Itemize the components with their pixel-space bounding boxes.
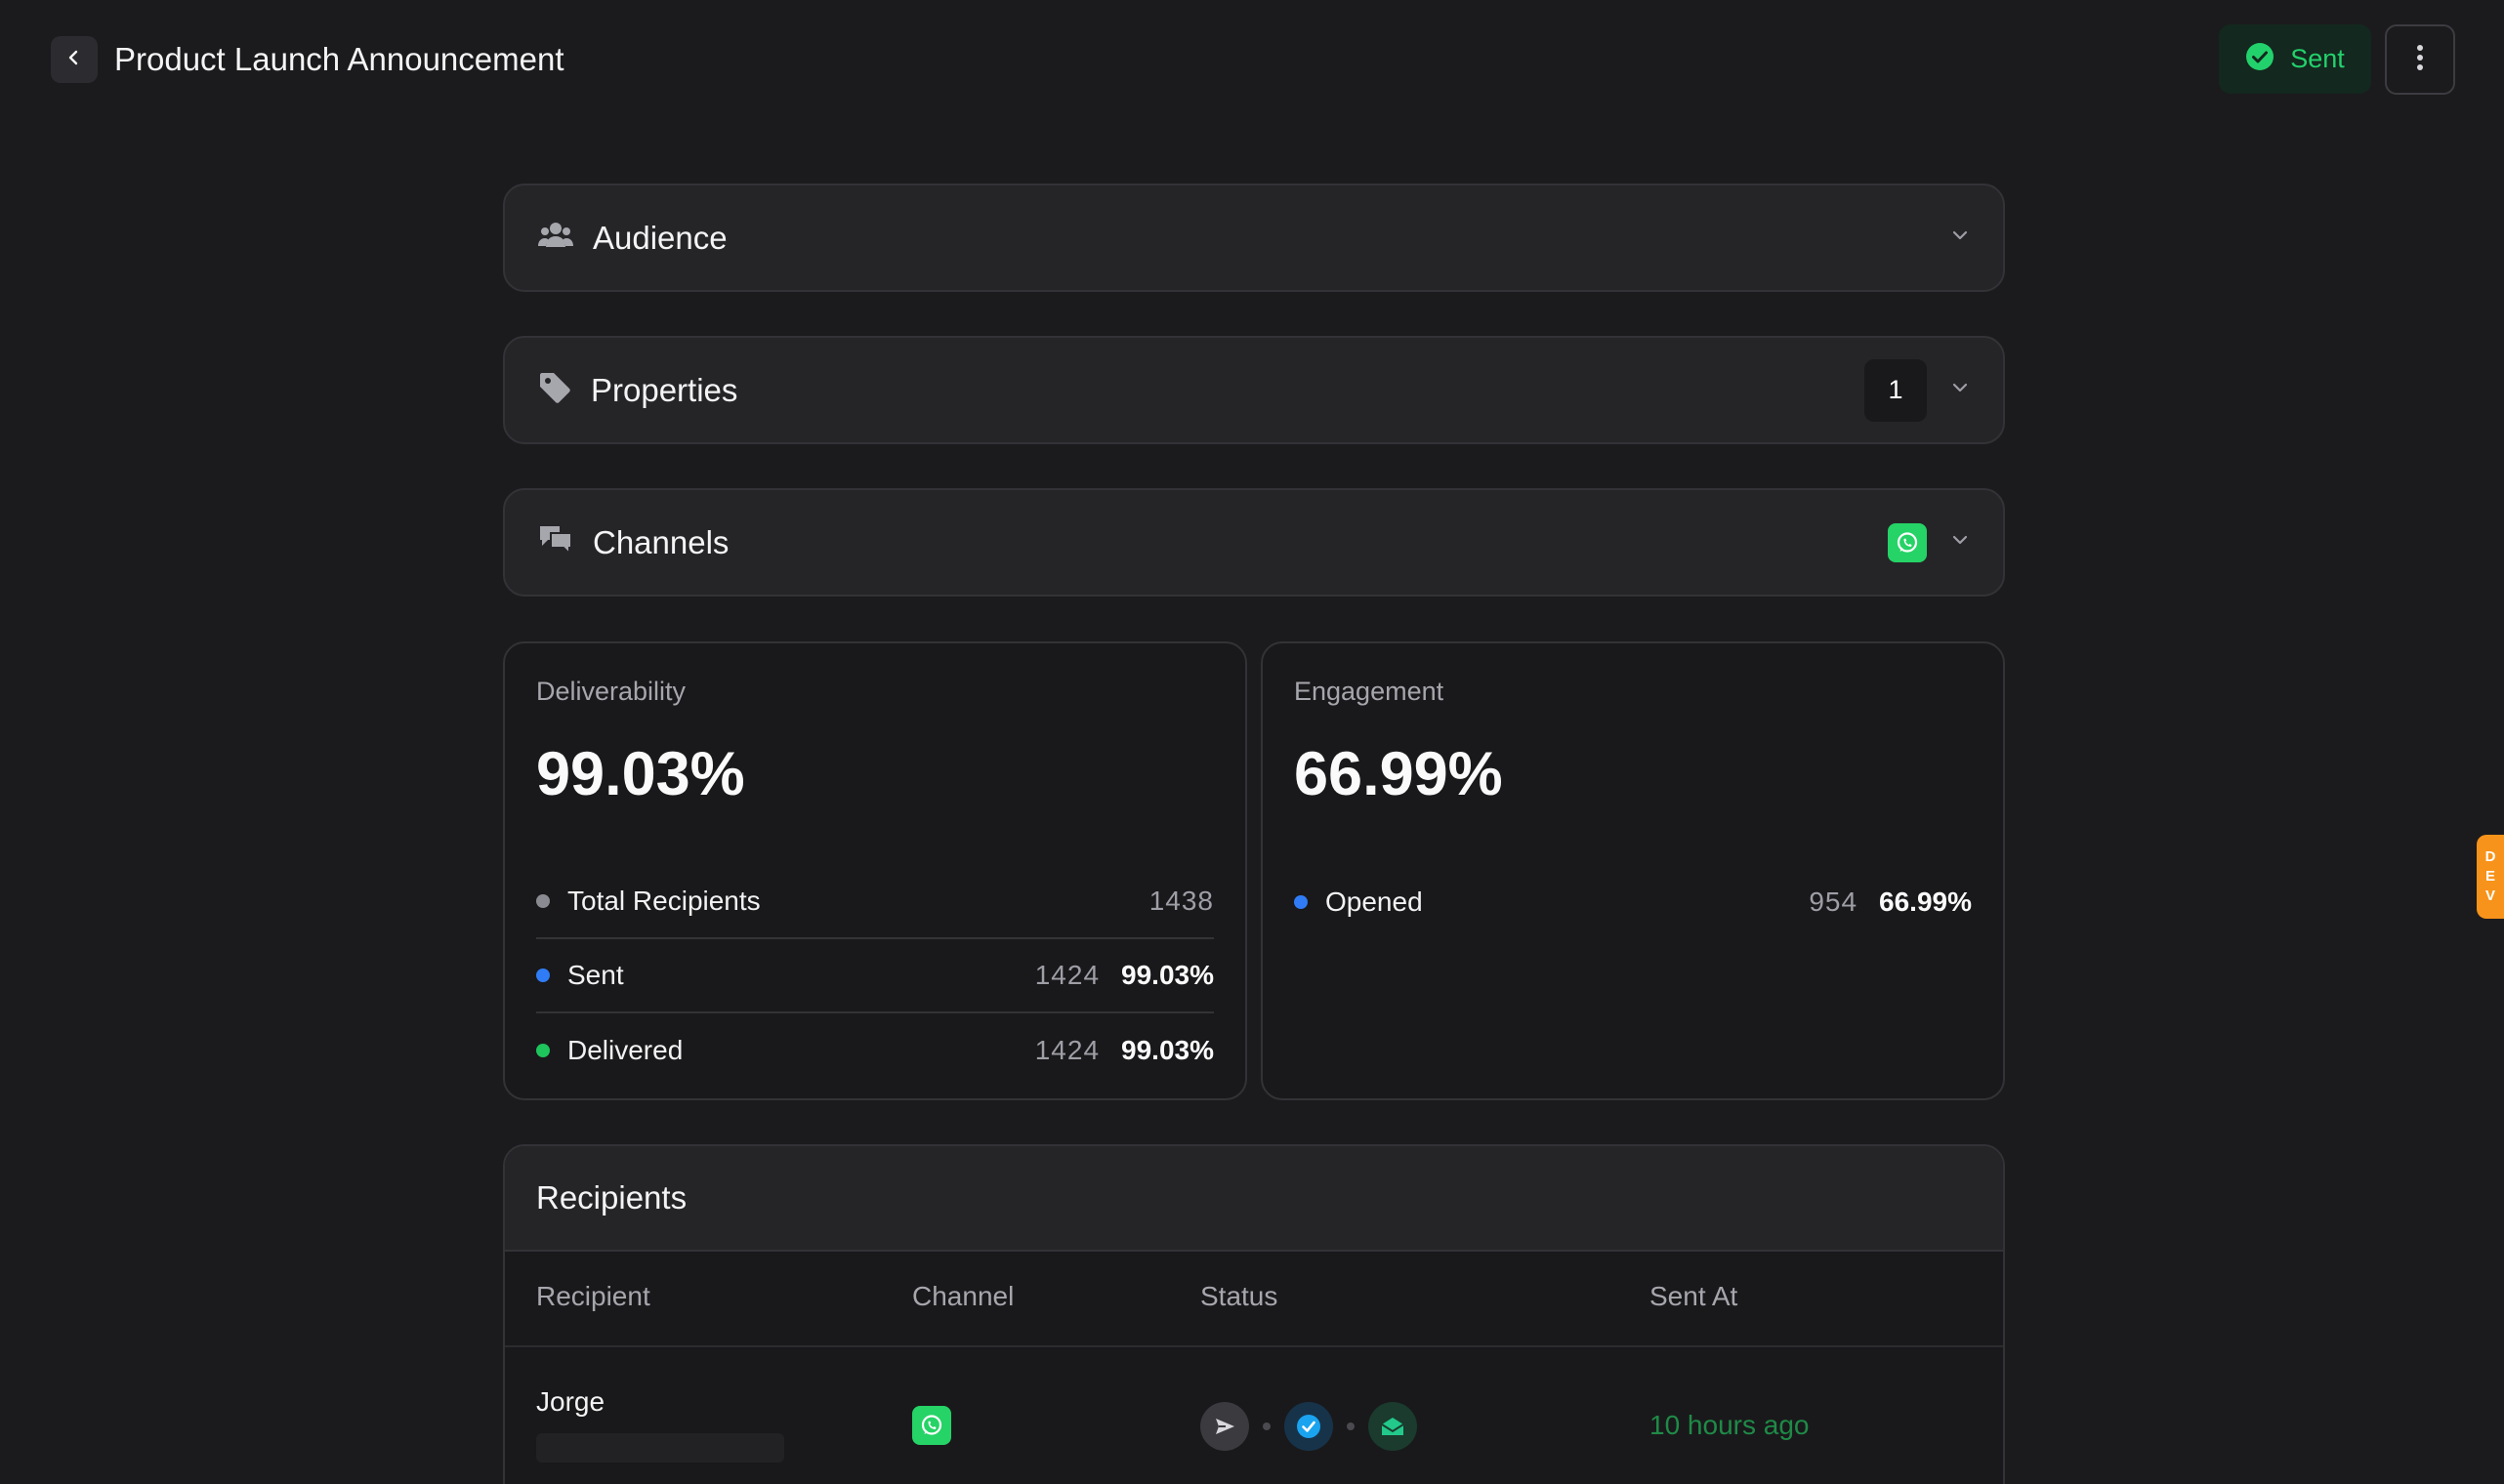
dev-tools-tab[interactable]: D E V <box>2477 835 2504 919</box>
blue-dot-icon <box>536 969 550 982</box>
column-header-recipient[interactable]: Recipient <box>536 1281 650 1311</box>
dev-letter: D <box>2484 848 2496 865</box>
stat-label: Opened <box>1325 886 1423 917</box>
status-timeline <box>1200 1402 1417 1451</box>
whatsapp-icon <box>1888 522 1927 562</box>
status-label: Sent <box>2290 44 2345 73</box>
page-title: Product Launch Announcement <box>114 41 564 77</box>
back-button[interactable] <box>51 36 98 83</box>
stat-row-total-recipients: Total Recipients 1438 <box>536 865 1214 939</box>
status-badge: Sent <box>2219 24 2371 94</box>
channels-section[interactable]: Channels <box>503 488 2005 597</box>
green-dot-icon <box>536 1044 550 1057</box>
chevron-down-icon[interactable] <box>1950 226 1970 250</box>
status-separator <box>1263 1422 1271 1430</box>
sent-at-time: 10 hours ago <box>1649 1410 1810 1440</box>
column-header-sent-at[interactable]: Sent At <box>1649 1281 1738 1311</box>
properties-count-badge: 1 <box>1864 358 1927 422</box>
stat-count: 1424 <box>1034 1035 1101 1065</box>
dev-letter: V <box>2484 887 2495 904</box>
deliverability-value: 99.03% <box>536 740 745 808</box>
stat-percent: 99.03% <box>1121 1035 1214 1065</box>
stat-row-delivered: Delivered 1424 99.03% <box>536 1013 1214 1088</box>
properties-section[interactable]: Properties 1 <box>503 336 2005 444</box>
chevron-left-icon <box>64 48 84 72</box>
chat-bubbles-icon <box>538 524 573 560</box>
recipients-title: Recipients <box>536 1179 688 1216</box>
stat-count: 1438 <box>1148 886 1214 916</box>
stat-count: 1424 <box>1034 960 1101 990</box>
section-label: Channels <box>593 523 730 560</box>
stat-row-sent: Sent 1424 99.03% <box>536 939 1214 1013</box>
stat-label: Sent <box>567 960 624 990</box>
top-bar: Product Launch Announcement Sent <box>0 0 2504 119</box>
engagement-value: 66.99% <box>1294 740 1503 808</box>
whatsapp-icon <box>912 1406 951 1445</box>
section-label: Properties <box>591 371 738 408</box>
stat-row-opened: Opened 954 66.99% <box>1294 865 1972 939</box>
card-title: Engagement <box>1294 677 1444 706</box>
column-header-status[interactable]: Status <box>1200 1281 1278 1311</box>
stat-percent: 99.03% <box>1121 960 1214 990</box>
status-separator <box>1347 1422 1355 1430</box>
card-title: Deliverability <box>536 677 687 706</box>
deliverability-card: Deliverability 99.03% Total Recipients 1… <box>503 641 1247 1100</box>
users-icon <box>538 221 573 255</box>
recipient-name: Jorge <box>536 1386 605 1417</box>
more-vertical-icon <box>2416 44 2424 76</box>
stat-label: Delivered <box>567 1035 684 1065</box>
sent-icon <box>1200 1402 1249 1451</box>
engagement-card: Engagement 66.99% Opened 954 66.99% <box>1261 641 2005 1100</box>
more-options-button[interactable] <box>2385 24 2455 95</box>
blue-dot-icon <box>1294 895 1308 909</box>
recipients-table: Recipients Recipient Channel Status Sent… <box>503 1144 2005 1484</box>
stat-count: 954 <box>1809 886 1858 917</box>
section-label: Audience <box>593 219 728 256</box>
dev-letter: E <box>2484 868 2495 885</box>
table-row[interactable]: Jorge <box>505 1347 2003 1484</box>
gray-dot-icon <box>536 894 550 908</box>
chevron-down-icon[interactable] <box>1950 378 1970 402</box>
delivered-icon <box>1284 1402 1333 1451</box>
opened-icon <box>1368 1402 1417 1451</box>
chevron-down-icon[interactable] <box>1950 530 1970 555</box>
tag-icon <box>538 371 571 409</box>
audience-section[interactable]: Audience <box>503 184 2005 292</box>
recipients-header: Recipients <box>505 1146 2003 1252</box>
recipient-contact-redacted <box>536 1433 784 1463</box>
check-circle-icon <box>2245 42 2274 76</box>
stat-label: Total Recipients <box>567 886 761 916</box>
column-header-channel[interactable]: Channel <box>912 1281 1015 1311</box>
stat-percent: 66.99% <box>1879 886 1972 917</box>
table-header-row: Recipient Channel Status Sent At <box>505 1252 2003 1347</box>
